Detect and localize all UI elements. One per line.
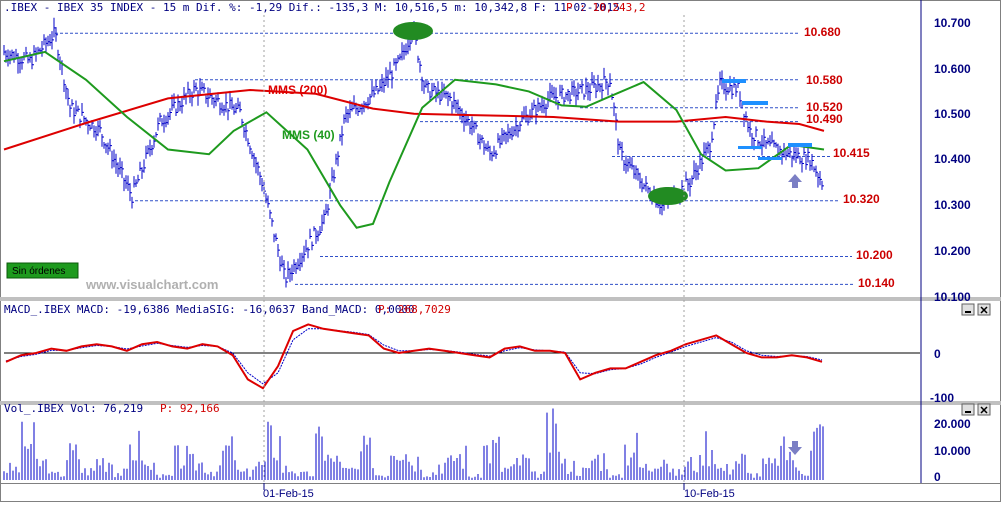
price-tick-10700: 10.700	[934, 16, 971, 30]
level-label-10415: 10.415	[833, 146, 870, 160]
vol-header: Vol_.IBEX Vol: 76,219	[4, 402, 143, 415]
mms200-label: MMS (200)	[268, 83, 327, 97]
price-tick-10600: 10.600	[934, 62, 971, 76]
mms200-line	[3, 88, 825, 151]
down-arrow-icon	[788, 441, 802, 455]
macd-line	[5, 323, 823, 390]
support-dash-2	[758, 157, 782, 160]
level-label-10520: 10.520	[806, 100, 843, 114]
macd-signal-line	[5, 328, 823, 385]
vol-tick-0: 0	[934, 470, 941, 484]
resistance-dash-1	[722, 79, 746, 83]
price-header-p: P : 10,243,2	[566, 1, 645, 14]
x-label-10feb15: 10-Feb-15	[684, 488, 735, 500]
price-tick-10100: 10.100	[934, 290, 971, 304]
macd-tick-minus100: -100	[930, 391, 954, 405]
volume-bar-trace	[3, 408, 824, 480]
level-label-10490: 10.490	[806, 112, 843, 126]
mms40-line	[3, 50, 825, 229]
level-label-10200: 10.200	[856, 248, 893, 262]
close-button-top[interactable]	[977, 303, 991, 316]
mms40-label: MMS (40)	[282, 128, 335, 142]
minimize-button-bottom[interactable]	[961, 403, 975, 416]
level-label-10680: 10.680	[804, 25, 841, 39]
resistance-dash-2	[742, 101, 768, 105]
price-bars	[3, 17, 824, 288]
level-lines	[55, 32, 855, 285]
price-tick-10400: 10.400	[934, 152, 971, 166]
status-badge[interactable]	[6, 262, 79, 279]
support-dash-1	[738, 146, 762, 149]
up-arrow-icon	[788, 174, 802, 188]
x-label-01feb15: 01-Feb-15	[263, 488, 314, 500]
macd-header: MACD_.IBEX MACD: -19,6386 MediaSIG: -16,…	[4, 303, 415, 316]
vol-header-p: P: 92,166	[160, 402, 220, 415]
bottom-ellipse-marker	[648, 187, 688, 205]
status-badge-label: Sin órdenes	[12, 266, 65, 277]
level-label-10580: 10.580	[806, 73, 843, 87]
price-tick-10200: 10.200	[934, 244, 971, 258]
vol-tick-20000: 20.000	[934, 417, 971, 431]
top-ellipse-marker	[393, 22, 433, 40]
price-tick-10300: 10.300	[934, 198, 971, 212]
price-header: .IBEX - IBEX 35 INDEX - 15 m Dif. %: -1,…	[4, 1, 620, 14]
panel-separator-1[interactable]	[0, 297, 1001, 301]
price-tick-10500: 10.500	[934, 107, 971, 121]
macd-tick-0: 0	[934, 347, 941, 361]
level-label-10140: 10.140	[858, 276, 895, 290]
resistance-dash-3	[788, 143, 812, 147]
panel-separator-2[interactable]	[0, 401, 1001, 405]
x-axis-line	[0, 483, 1001, 484]
vol-tick-10000: 10.000	[934, 444, 971, 458]
macd-header-p: P: 268,7029	[378, 303, 451, 316]
watermark: www.visualchart.com	[85, 277, 218, 292]
close-button-bottom[interactable]	[977, 403, 991, 416]
volume-bars	[3, 408, 824, 480]
level-label-10320: 10.320	[843, 192, 880, 206]
minimize-button-top[interactable]	[961, 303, 975, 316]
price-bar-trace	[3, 17, 824, 288]
